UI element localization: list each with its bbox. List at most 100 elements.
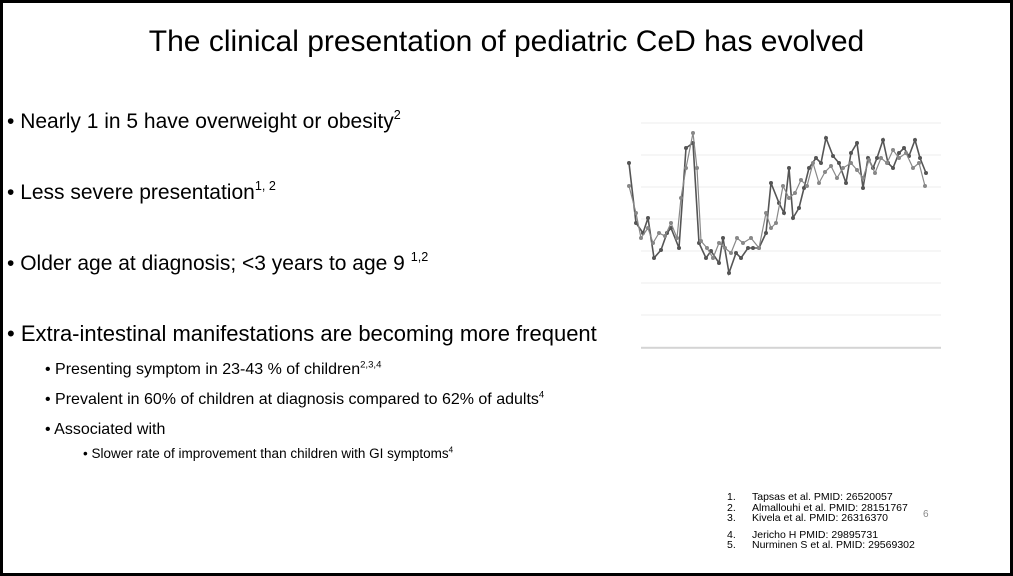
chart-point — [639, 236, 643, 240]
chart-point — [769, 181, 773, 185]
reference: 4. Jericho H PMID: 29895731 — [727, 528, 879, 541]
chart-point — [787, 166, 791, 170]
chart-point — [627, 161, 631, 165]
references: 1. Tapsas et al. PMID: 26520057 2. Almallo… — [727, 492, 915, 551]
chart-series-line — [628, 132, 926, 260]
chart-point — [679, 196, 683, 200]
chart-point — [646, 216, 650, 220]
chart-point — [799, 178, 803, 182]
chart-point — [651, 241, 655, 245]
chart-point — [873, 171, 877, 175]
chart-point — [659, 248, 663, 252]
chart-point — [891, 166, 895, 170]
chart-point — [711, 256, 715, 260]
chart-point — [897, 156, 901, 160]
chart-point — [861, 186, 865, 190]
chart-point — [634, 221, 638, 225]
chart-point — [814, 156, 818, 160]
sub-bullet: • Associated with — [45, 421, 166, 438]
chart-point — [835, 176, 839, 180]
chart-point — [657, 231, 661, 235]
chart-point — [793, 191, 797, 195]
chart-point — [897, 151, 901, 155]
chart-point — [917, 161, 921, 165]
chart-point — [802, 186, 806, 190]
chart-point — [721, 236, 725, 240]
chart-point — [781, 184, 785, 188]
reference: 3. Kivela et al. PMID: 26316370 — [727, 512, 888, 524]
reference: 1. Tapsas et al. PMID: 26520057 — [727, 491, 893, 503]
bullet: • Older age at diagnosis; <3 years to ag… — [7, 250, 429, 275]
chart-point — [787, 196, 791, 200]
chart-point — [861, 176, 865, 180]
chart-point — [757, 246, 761, 250]
chart-point — [735, 236, 739, 240]
chart-point — [695, 166, 699, 170]
chart-point — [646, 226, 650, 230]
chart-point — [831, 154, 835, 158]
chart-point — [717, 261, 721, 265]
chart-point — [891, 148, 895, 152]
chart-point — [817, 181, 821, 185]
chart-point — [684, 166, 688, 170]
chart-point — [849, 151, 853, 155]
chart-point — [829, 164, 833, 168]
chart-point — [904, 151, 908, 155]
chart-point — [881, 138, 885, 142]
chart-point — [774, 221, 778, 225]
slide-title: The clinical presentation of pediatric C… — [148, 25, 865, 58]
chart-point — [855, 168, 859, 172]
chart-point — [627, 184, 631, 188]
line-chart-image — [627, 122, 941, 349]
chart-point — [704, 256, 708, 260]
chart-point — [739, 256, 743, 260]
chart-point — [841, 166, 845, 170]
chart-point — [805, 184, 809, 188]
chart-point — [879, 156, 883, 160]
sub-bullet: • Presenting symptom in 23-43 % of child… — [45, 359, 382, 378]
chart-point — [741, 241, 745, 245]
chart-point — [823, 170, 827, 174]
chart-point — [669, 221, 673, 225]
chart-point — [652, 256, 656, 260]
chart-point — [923, 184, 927, 188]
chart-point — [691, 131, 695, 135]
chart-point — [837, 161, 841, 165]
chart-point — [902, 146, 906, 150]
chart-point — [824, 136, 828, 140]
chart-point — [911, 166, 915, 170]
chart-point — [867, 158, 871, 162]
chart-point — [749, 236, 753, 240]
chart-point — [811, 161, 815, 165]
chart-point — [769, 226, 773, 230]
chart-point — [782, 211, 786, 215]
chart-point — [751, 246, 755, 250]
chart-point — [746, 246, 750, 250]
chart-point — [849, 161, 853, 165]
chart-point — [634, 211, 638, 215]
chart-point — [675, 236, 679, 240]
chart-point — [705, 246, 709, 250]
bullet: • Nearly 1 in 5 have overweight or obesi… — [7, 108, 401, 133]
chart-point — [913, 138, 917, 142]
chart-point — [918, 156, 922, 160]
chart-point — [797, 206, 801, 210]
chart-point — [807, 166, 811, 170]
sub-sub-bullet: • Slower rate of improvement than childr… — [83, 445, 454, 461]
page-number: 6 — [923, 509, 929, 520]
chart-point — [764, 231, 768, 235]
chart-point — [729, 251, 733, 255]
chart-point — [734, 251, 738, 255]
chart-point — [723, 246, 727, 250]
chart-point — [855, 141, 859, 145]
chart-point — [727, 271, 731, 275]
chart-point — [844, 181, 848, 185]
reference: 2. Almallouhi et al. PMID: 28151767 — [727, 501, 908, 514]
chart-point — [819, 161, 823, 165]
chart-point — [924, 171, 928, 175]
bullet: • Less severe presentation1, 2 — [7, 179, 276, 204]
chart-point — [875, 156, 879, 160]
chart-point — [677, 246, 681, 250]
chart-point — [791, 216, 795, 220]
